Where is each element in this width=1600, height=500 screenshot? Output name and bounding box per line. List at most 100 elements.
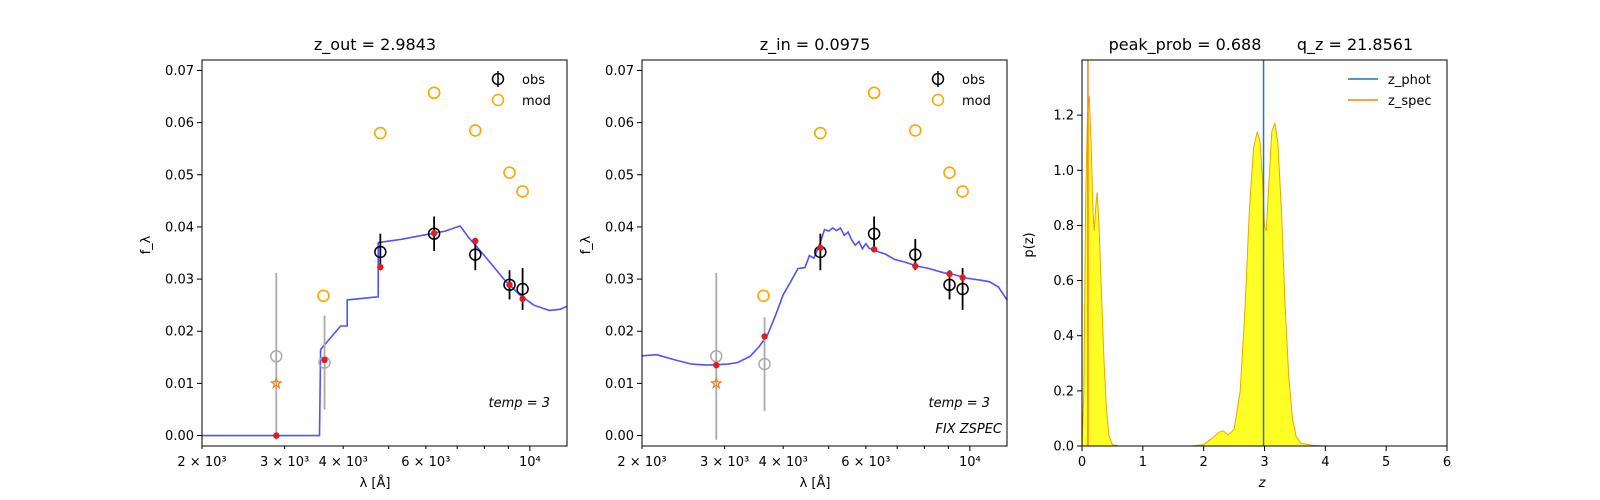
model-band-point [959,274,966,281]
model-band-point [817,244,824,251]
panel2-temp-annotation: temp = 3 [929,396,990,411]
ytick-label: 0.07 [165,64,194,79]
panel1-temp-annotation: temp = 3 [489,396,550,411]
mod-point [468,124,482,137]
sed-curve [642,226,1007,366]
ytick-label: 0.8 [1053,219,1074,234]
panel3-xlabel: z [1258,476,1267,491]
xtick-label: 4 × 10³ [319,455,368,470]
model-band-point [430,229,438,237]
panel-sed-zin: z_in = 0.0975 0.00 0.01 0.02 0.03 0.04 0.05 0.… [579,35,1008,491]
ytick-label: 0.00 [605,429,634,444]
obs-point [374,245,387,259]
ytick-label: 0.4 [1053,329,1074,344]
xtick-label: 2 [1200,455,1208,470]
legend-obs-label: obs [522,73,545,88]
mod-point [503,166,516,179]
plot-area [202,86,567,440]
xtick-label: 3 × 10³ [700,455,749,470]
model-band-point [506,281,513,289]
ytick-label: 0.03 [605,273,634,288]
ytick-label: 0.05 [165,168,194,183]
xtick-label: 6 × 10³ [401,455,450,470]
model-band-point [912,262,919,270]
xtick-label: 2 × 10³ [177,455,226,470]
ytick-label: 0.02 [605,325,634,340]
star-marker [269,376,283,390]
ytick-label: 0.00 [165,429,194,444]
ytick-label: 0.03 [165,273,194,288]
obs-point [867,227,881,240]
ytick-label: 0.04 [605,220,634,235]
xtick-label: 6 [1443,455,1451,470]
xtick-label: 4 × 10³ [759,455,808,470]
xtick-label: 0 [1078,455,1086,470]
model-band-point [713,361,720,369]
mod-point [317,289,330,303]
ytick-label: 0.02 [165,325,194,340]
star-marker [709,376,723,390]
axes-frame [641,59,1008,447]
obs-point [909,248,922,261]
panel1-title: z_out = 2.9843 [314,35,436,55]
legend-obs-marker [491,72,505,86]
xtick-label: 6 × 10³ [841,455,890,470]
ytick-label: 0.6 [1053,274,1074,289]
model-band-point [946,270,953,278]
ytick-label: 0.01 [605,377,634,392]
obs-point [956,282,969,296]
obs-gray-point [270,350,283,363]
ytick-label: 0.05 [605,168,634,183]
mod-point [943,166,956,179]
mod-point [516,185,529,198]
legend-obs-label: obs [962,73,985,88]
mod-point [374,126,387,140]
legend-mod-label: mod [522,94,551,109]
axes-frame [201,59,568,447]
ytick-label: 0.07 [605,64,634,79]
panel2-fix-zspec-annotation: FIX ZSPEC [935,422,1003,437]
plot-area [642,86,1007,440]
panel2-ylabel: f_λ [579,235,594,254]
obs-point [943,278,956,292]
panel1-legend: obs mod [491,71,551,109]
obs-gray-point [710,350,723,363]
pdf-curve [1081,95,1387,447]
model-band-point [377,263,384,271]
model-band-point [321,356,328,364]
model-band-point [519,295,526,303]
mod-point [427,86,441,100]
ytick-label: 0.06 [165,116,194,131]
ytick-label: 0.04 [165,220,194,235]
model-band-point [761,333,768,340]
panel3-ylabel: p(z) [1022,232,1037,257]
panel3-title-peak-prob: peak_prob = 0.688 [1109,35,1262,55]
legend-zspec-label: z_spec [1388,94,1432,109]
obs-point [516,282,529,296]
obs-gray-point [758,357,771,371]
xtick-label: 3 × 10³ [260,455,309,470]
obs-point [469,248,482,261]
panel2-legend: obs mod [931,71,991,109]
obs-point [503,278,516,292]
ytick-label: 1.2 [1053,109,1074,124]
model-band-point [472,237,479,245]
panel3-legend: z_phot z_spec [1348,73,1432,109]
panel2-xlabel: λ [Å] [800,475,831,491]
panel1-ylabel: f_λ [139,235,154,254]
panel-pdf: peak_prob = 0.688 q_z = 21.8561 0.0 0.2 0.… [1022,35,1451,491]
legend-obs-marker [931,72,945,86]
ytick-label: 0.0 [1053,440,1074,455]
mod-point [956,185,969,198]
panel3-title-qz: q_z = 21.8561 [1297,35,1413,55]
panel2-title: z_in = 0.0975 [760,35,871,55]
mod-point [814,126,827,140]
legend-mod-marker [931,93,945,107]
legend-mod-label: mod [962,94,991,109]
legend-zphot-label: z_phot [1388,73,1431,88]
panel1-xlabel: λ [Å] [360,475,391,491]
xtick-label: 10⁴ [519,455,541,470]
xtick-label: 5 [1382,455,1390,470]
xtick-label: 3 [1260,455,1268,470]
